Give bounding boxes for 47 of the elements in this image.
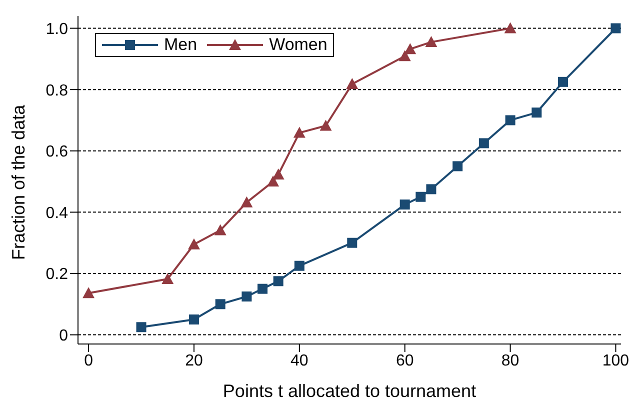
y-tick-label: 0.6: [46, 144, 68, 161]
point: [294, 260, 304, 271]
x-tick-label: 20: [185, 352, 203, 370]
point: [610, 23, 621, 34]
point: [346, 78, 358, 90]
point: [426, 184, 436, 194]
point: [188, 314, 199, 324]
y-tick-label: 0: [59, 327, 68, 344]
point: [82, 287, 95, 298]
point: [505, 115, 516, 126]
point: [214, 224, 226, 236]
point: [215, 299, 226, 310]
legend-label: Women: [269, 35, 328, 55]
y-tick-label: 0.8: [46, 82, 68, 100]
y-axis-title: Fraction of the data: [8, 104, 28, 260]
point: [558, 76, 568, 87]
point: [272, 168, 284, 180]
x-tick-label: 80: [501, 352, 520, 370]
point: [293, 126, 306, 138]
point: [320, 120, 332, 131]
x-tick-label: 40: [290, 352, 308, 370]
point: [188, 238, 200, 250]
point: [404, 43, 416, 54]
point: [398, 50, 411, 62]
point: [416, 192, 426, 202]
point: [400, 200, 410, 210]
point: [258, 284, 268, 294]
x-tick-label: 60: [396, 352, 414, 370]
x-tick-label: 100: [602, 352, 630, 370]
x-axis-title: Points t allocated to tournament: [222, 380, 476, 401]
point: [347, 238, 358, 248]
point: [242, 291, 252, 302]
point: [452, 161, 463, 172]
x-tick-label: 0: [84, 352, 94, 370]
point: [532, 108, 542, 118]
legend-label: Men: [164, 35, 198, 55]
point: [504, 22, 516, 34]
point: [478, 138, 489, 148]
point: [136, 322, 146, 332]
y-tick-label: 1.0: [46, 20, 68, 38]
point: [425, 36, 438, 48]
point: [267, 176, 280, 187]
point: [273, 276, 284, 286]
point: [162, 273, 174, 284]
y-tick-label: 0.2: [46, 266, 68, 284]
y-tick-label: 0.4: [46, 204, 68, 222]
point: [240, 196, 253, 208]
